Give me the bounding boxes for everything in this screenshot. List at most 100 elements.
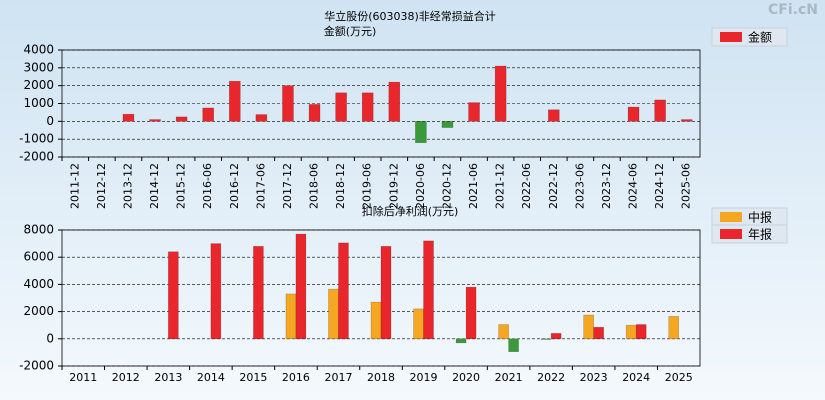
y-tick-label: -2000: [19, 359, 54, 373]
bar: [413, 308, 424, 340]
x-tick-label: 2024-12: [653, 163, 666, 209]
bar: [335, 92, 347, 122]
legend-swatch: [720, 229, 742, 239]
y-tick-label: 4000: [23, 43, 54, 57]
y-tick-label: 2000: [23, 304, 54, 318]
x-tick-label: 2022: [537, 371, 565, 384]
bar: [668, 316, 680, 340]
bar: [228, 80, 241, 122]
bar: [441, 121, 454, 128]
x-tick-label: 2021: [495, 371, 523, 384]
bar: [338, 242, 349, 340]
bar: [370, 301, 382, 340]
bar: [282, 85, 294, 122]
x-tick-label: 2023-12: [600, 163, 613, 209]
y-tick-label: 0: [46, 114, 54, 128]
bar: [498, 324, 509, 340]
bar: [680, 119, 693, 122]
x-tick-label: 2020: [452, 371, 480, 384]
x-tick-label: 2023-06: [573, 163, 586, 209]
bar: [255, 114, 268, 122]
x-tick-label: 2022-06: [520, 163, 533, 209]
bar: [508, 338, 519, 353]
x-tick-label: 2014: [197, 371, 225, 384]
legend-swatch: [720, 32, 742, 42]
bar: [149, 119, 161, 122]
x-tick-label: 2011-12: [68, 163, 81, 209]
x-tick-label: 2016: [282, 371, 310, 384]
x-tick-label: 2021-06: [467, 163, 480, 209]
x-tick-label: 2013-12: [121, 163, 134, 209]
x-tick-label: 2025-06: [680, 163, 693, 209]
legend-swatch: [720, 212, 742, 222]
x-tick-label: 2017-12: [281, 163, 294, 209]
x-tick-label: 2017: [324, 371, 352, 384]
bar: [388, 81, 401, 122]
y-tick-label: 2000: [23, 78, 54, 92]
x-tick-label: 2020-12: [440, 163, 453, 209]
bar: [380, 246, 392, 340]
x-tick-label: 2021-12: [494, 163, 507, 209]
bar: [468, 102, 480, 122]
y-tick-label: 0: [46, 331, 54, 345]
bar: [210, 243, 222, 340]
bar: [202, 107, 215, 122]
bar: [593, 326, 604, 340]
bar: [494, 65, 507, 122]
x-tick-label: 2015: [239, 371, 267, 384]
x-tick-label: 2019-12: [387, 163, 400, 209]
x-tick-label: 2024-06: [627, 163, 640, 209]
bar: [540, 338, 552, 340]
x-tick-label: 2012-12: [95, 163, 108, 209]
bar: [635, 324, 647, 340]
bar: [168, 251, 179, 340]
legend-label: 中报: [748, 210, 772, 225]
bar: [361, 92, 374, 122]
x-tick-label: 2014-12: [148, 163, 161, 209]
bar: [550, 333, 562, 340]
x-tick-label: 2012: [112, 371, 140, 384]
bar: [465, 286, 477, 340]
x-tick-label: 2011: [69, 371, 97, 384]
x-tick-label: 2019-06: [361, 163, 374, 209]
y-tick-label: -1000: [19, 132, 54, 146]
bar: [253, 246, 264, 340]
y-axis-label: 金额(万元): [324, 24, 377, 38]
bar: [455, 338, 467, 344]
bar: [625, 324, 637, 340]
x-tick-label: 2024: [622, 371, 650, 384]
x-tick-label: 2019: [410, 371, 438, 384]
bar: [285, 293, 297, 340]
plot-area: [61, 229, 701, 367]
bar: [583, 314, 594, 340]
y-tick-label: 1000: [23, 96, 54, 110]
bar: [122, 113, 135, 122]
x-tick-label: 2023: [580, 371, 608, 384]
x-tick-label: 2018-12: [334, 163, 347, 209]
x-tick-label: 2025: [665, 371, 693, 384]
bar: [175, 116, 188, 122]
bar: [415, 121, 427, 144]
x-tick-label: 2015-12: [175, 163, 188, 209]
y-tick-label: 4000: [23, 277, 54, 291]
watermark: CFi.cN: [768, 2, 818, 18]
bar: [547, 109, 560, 122]
bar: [328, 288, 339, 340]
legend-label: 金额: [748, 30, 772, 45]
y-tick-label: 8000: [23, 223, 54, 237]
x-tick-label: 2022-12: [547, 163, 560, 209]
x-tick-label: 2016-12: [228, 163, 241, 209]
x-tick-label: 2020-06: [414, 163, 427, 209]
x-tick-label: 2016-06: [201, 163, 214, 209]
y-tick-label: 6000: [23, 250, 54, 264]
legend-label: 年报: [748, 227, 772, 242]
chart-title: 扣除后净利润(万元): [362, 204, 459, 218]
y-tick-label: -2000: [19, 150, 54, 164]
x-tick-label: 2018: [367, 371, 395, 384]
y-tick-label: 3000: [23, 60, 54, 74]
bar: [308, 104, 321, 122]
x-tick-label: 2017-06: [254, 163, 267, 209]
x-tick-label: 2018-06: [308, 163, 321, 209]
